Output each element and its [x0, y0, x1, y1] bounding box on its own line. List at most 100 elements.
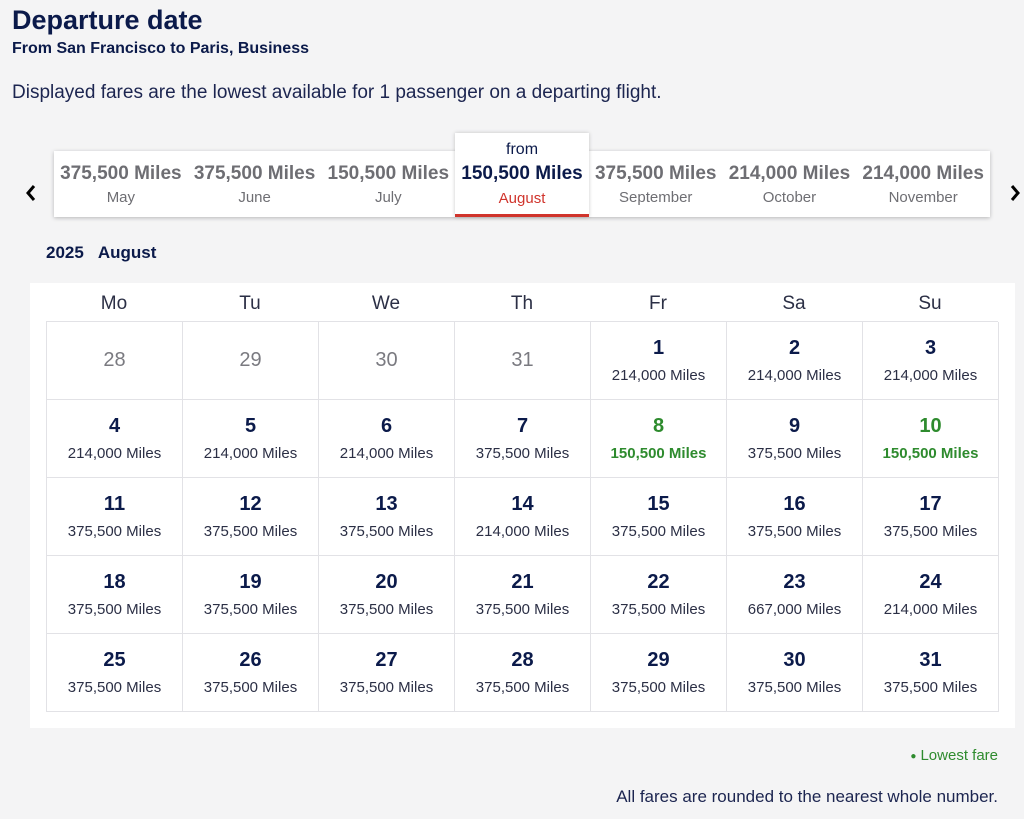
route-subtitle: From San Francisco to Paris, Business — [12, 40, 309, 57]
day-fare: 375,500 Miles — [67, 523, 162, 540]
day-fare: 375,500 Miles — [883, 679, 978, 696]
calendar-day[interactable]: 23 667,000 Miles — [727, 556, 863, 634]
calendar-year: 2025 — [46, 243, 84, 262]
day-fare: 375,500 Miles — [67, 679, 162, 696]
calendar-day[interactable]: 6 214,000 Miles — [319, 400, 455, 478]
day-number: 29 — [647, 649, 670, 671]
calendar-day[interactable]: 20 375,500 Miles — [319, 556, 455, 634]
calendar-day[interactable]: 22 375,500 Miles — [591, 556, 727, 634]
month-tab-july[interactable]: 150,500 Miles July — [321, 151, 455, 217]
calendar-day[interactable]: 11 375,500 Miles — [47, 478, 183, 556]
previous-months-button[interactable] — [16, 178, 46, 208]
calendar-day[interactable]: 30 375,500 Miles — [727, 634, 863, 712]
day-number: 31 — [511, 349, 534, 371]
day-number: 20 — [375, 571, 398, 593]
calendar-day[interactable]: 1 214,000 Miles — [591, 322, 727, 400]
day-number: 15 — [647, 493, 670, 515]
calendar-day[interactable]: 9 375,500 Miles — [727, 400, 863, 478]
month-tab-october[interactable]: 214,000 Miles October — [723, 151, 857, 217]
calendar-day[interactable]: 21 375,500 Miles — [455, 556, 591, 634]
month-from-label: from — [506, 140, 539, 158]
calendar-day[interactable]: 18 375,500 Miles — [47, 556, 183, 634]
calendar-day[interactable]: 25 375,500 Miles — [47, 634, 183, 712]
weekday-header: Mo Tu We Th Fr Sa Su — [46, 293, 998, 315]
chevron-right-icon — [1010, 185, 1020, 201]
calendar-grid: 28 29 30 31 1 214,000 Miles 2 214,000 Miles 3 214… — [46, 321, 999, 712]
month-name: September — [619, 188, 693, 206]
calendar-day[interactable]: 19 375,500 Miles — [183, 556, 319, 634]
day-fare: 375,500 Miles — [67, 601, 162, 618]
calendar-day-outside: 28 — [47, 322, 183, 400]
calendar-day[interactable]: 26 375,500 Miles — [183, 634, 319, 712]
day-number: 25 — [103, 649, 126, 671]
day-number: 23 — [783, 571, 806, 593]
green-dot-icon: ● — [910, 750, 917, 762]
month-price: 214,000 Miles — [728, 162, 851, 184]
day-fare: 375,500 Miles — [203, 601, 298, 618]
day-fare: 375,500 Miles — [203, 679, 298, 696]
month-carousel: 375,500 Miles May 375,500 Miles June 150… — [54, 133, 990, 217]
calendar-day[interactable]: 27 375,500 Miles — [319, 634, 455, 712]
day-number: 30 — [375, 349, 398, 371]
calendar-day[interactable]: 3 214,000 Miles — [863, 322, 999, 400]
month-name: November — [888, 188, 958, 206]
weekday-label: Fr — [649, 293, 667, 314]
day-number: 11 — [103, 493, 126, 515]
day-number: 7 — [516, 415, 529, 437]
calendar-day[interactable]: 28 375,500 Miles — [455, 634, 591, 712]
calendar-day[interactable]: 7 375,500 Miles — [455, 400, 591, 478]
day-fare: 375,500 Miles — [611, 679, 706, 696]
month-name: October — [762, 188, 817, 206]
month-tab-november[interactable]: 214,000 Miles November — [856, 151, 990, 217]
calendar-day[interactable]: 15 375,500 Miles — [591, 478, 727, 556]
calendar-day[interactable]: 14 214,000 Miles — [455, 478, 591, 556]
day-fare: 214,000 Miles — [339, 445, 434, 462]
day-number: 16 — [783, 493, 806, 515]
legend-label: Lowest fare — [920, 747, 998, 764]
calendar-day[interactable]: 12 375,500 Miles — [183, 478, 319, 556]
calendar-day[interactable]: 29 375,500 Miles — [591, 634, 727, 712]
day-fare: 214,000 Miles — [883, 367, 978, 384]
day-number: 2 — [788, 337, 801, 359]
calendar-day[interactable]: 10 150,500 Miles — [863, 400, 999, 478]
month-tab-may[interactable]: 375,500 Miles May — [54, 151, 188, 217]
day-number: 28 — [511, 649, 534, 671]
day-fare: 214,000 Miles — [883, 601, 978, 618]
weekday-label: Su — [918, 293, 942, 314]
calendar-day[interactable]: 31 375,500 Miles — [863, 634, 999, 712]
next-months-button[interactable] — [1000, 178, 1024, 208]
day-fare: 375,500 Miles — [203, 523, 298, 540]
calendar-day[interactable]: 16 375,500 Miles — [727, 478, 863, 556]
month-price: 375,500 Miles — [594, 162, 717, 184]
chevron-left-icon — [26, 185, 36, 201]
calendar-day[interactable]: 5 214,000 Miles — [183, 400, 319, 478]
calendar-day[interactable]: 13 375,500 Miles — [319, 478, 455, 556]
calendar-day[interactable]: 24 214,000 Miles — [863, 556, 999, 634]
month-tab-august-selected[interactable]: from 150,500 Miles August — [455, 133, 589, 217]
day-fare: 375,500 Miles — [611, 601, 706, 618]
day-fare: 375,500 Miles — [747, 445, 842, 462]
day-fare: 214,000 Miles — [203, 445, 298, 462]
month-price: 375,500 Miles — [193, 162, 316, 184]
month-tab-june[interactable]: 375,500 Miles June — [188, 151, 322, 217]
calendar-day[interactable]: 4 214,000 Miles — [47, 400, 183, 478]
day-number: 3 — [924, 337, 937, 359]
calendar-day-outside: 30 — [319, 322, 455, 400]
day-number: 17 — [919, 493, 942, 515]
day-fare: 150,500 Miles — [610, 445, 707, 462]
day-fare: 667,000 Miles — [747, 601, 842, 618]
month-name: August — [498, 189, 546, 207]
calendar-day[interactable]: 8 150,500 Miles — [591, 400, 727, 478]
calendar-day-outside: 29 — [183, 322, 319, 400]
month-tab-september[interactable]: 375,500 Miles September — [589, 151, 723, 217]
day-number: 18 — [103, 571, 126, 593]
calendar-day[interactable]: 17 375,500 Miles — [863, 478, 999, 556]
day-number: 6 — [380, 415, 393, 437]
day-fare: 375,500 Miles — [475, 679, 570, 696]
weekday-label: We — [371, 293, 401, 314]
weekday-label: Tu — [239, 293, 261, 314]
day-number: 22 — [647, 571, 670, 593]
calendar-day[interactable]: 2 214,000 Miles — [727, 322, 863, 400]
day-fare: 375,500 Miles — [339, 679, 434, 696]
day-fare: 375,500 Miles — [747, 523, 842, 540]
